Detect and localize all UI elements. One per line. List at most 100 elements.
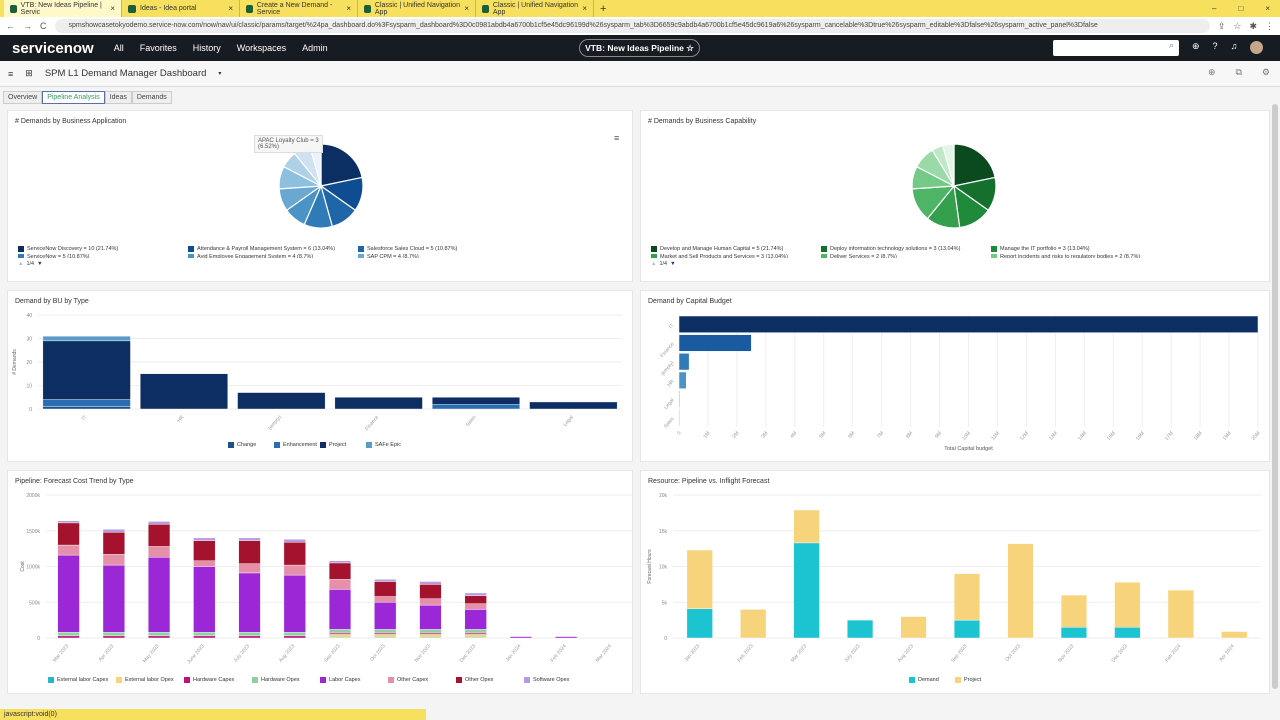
bar-segment[interactable] bbox=[374, 596, 397, 603]
bar-segment[interactable] bbox=[464, 609, 487, 630]
legend-item[interactable]: External labor Capex bbox=[48, 677, 108, 683]
bar-segment[interactable] bbox=[464, 592, 487, 597]
bar[interactable] bbox=[678, 409, 681, 427]
context-pill[interactable]: VTB: New Ideas Pipeline ☆ bbox=[579, 39, 700, 57]
bar[interactable] bbox=[678, 334, 752, 352]
legend-item[interactable]: Deploy information technology solutions … bbox=[821, 246, 960, 252]
bar-segment[interactable] bbox=[148, 521, 171, 525]
bar-segment[interactable] bbox=[57, 520, 80, 524]
bar-segment[interactable] bbox=[238, 572, 261, 633]
bar-segment[interactable] bbox=[374, 629, 397, 634]
pager-up-icon[interactable]: ▲ bbox=[651, 261, 657, 267]
nav-item-favorites[interactable]: Favorites bbox=[139, 43, 177, 53]
bar-segment[interactable] bbox=[793, 509, 820, 544]
bell-icon[interactable]: ♫ bbox=[1230, 41, 1238, 51]
grid-icon[interactable]: ⊞ bbox=[25, 68, 33, 78]
legend-item[interactable]: SAFe Epic bbox=[366, 442, 401, 448]
legend-item[interactable]: Deliver Services = 2 (8.7%) bbox=[821, 254, 897, 258]
close-tab-icon[interactable]: × bbox=[110, 4, 115, 13]
bar-segment[interactable] bbox=[237, 392, 326, 410]
legend-pager[interactable]: ▲ 1/4 ▼ bbox=[18, 261, 43, 267]
url-input[interactable]: spmshowcasetokyodemo.service-now.com/now… bbox=[54, 19, 1210, 33]
bar-segment[interactable] bbox=[464, 595, 487, 604]
legend-item[interactable]: Demand bbox=[909, 677, 939, 683]
tab-ideas[interactable]: Ideas bbox=[104, 91, 132, 104]
nav-item-all[interactable]: All bbox=[113, 43, 124, 53]
bar-segment[interactable] bbox=[328, 589, 352, 630]
bar-segment[interactable] bbox=[57, 554, 80, 633]
bar[interactable] bbox=[678, 390, 681, 408]
bar-segment[interactable] bbox=[283, 632, 306, 637]
bar-segment[interactable] bbox=[238, 635, 261, 639]
legend-item[interactable]: Change bbox=[228, 442, 256, 448]
tab-demands[interactable]: Demands bbox=[131, 91, 172, 104]
minimize-icon[interactable]: – bbox=[1212, 4, 1217, 13]
bar-segment[interactable] bbox=[328, 560, 352, 564]
bar-segment[interactable] bbox=[419, 629, 442, 634]
bar-segment[interactable] bbox=[419, 634, 442, 638]
bar-segment[interactable] bbox=[193, 560, 216, 567]
bar-segment[interactable] bbox=[148, 635, 171, 639]
bar-segment[interactable] bbox=[139, 373, 228, 410]
servicenow-logo[interactable]: servicenow bbox=[12, 39, 94, 57]
bar-segment[interactable] bbox=[238, 632, 261, 637]
page-scrollbar[interactable] bbox=[1272, 104, 1278, 689]
close-tab-icon[interactable]: × bbox=[582, 4, 587, 13]
bar-segment[interactable] bbox=[374, 632, 397, 635]
global-search-input[interactable]: ⌕ bbox=[1053, 40, 1179, 56]
bar[interactable] bbox=[678, 353, 690, 371]
browser-tab[interactable]: VTB: New Ideas Pipeline | Servic × bbox=[4, 0, 122, 17]
bar-segment[interactable] bbox=[464, 634, 487, 638]
bar-segment[interactable] bbox=[102, 635, 125, 639]
browser-tab[interactable]: Ideas - Idea portal × bbox=[122, 0, 240, 17]
bar-segment[interactable] bbox=[419, 584, 442, 599]
bar-segment[interactable] bbox=[148, 557, 171, 633]
bar-segment[interactable] bbox=[1007, 543, 1034, 639]
bar-segment[interactable] bbox=[374, 602, 397, 630]
bar-segment[interactable] bbox=[686, 549, 713, 609]
legend-item[interactable]: Attendance & Payroll Management System =… bbox=[188, 246, 335, 252]
bookmark-star-icon[interactable]: ☆ bbox=[1233, 20, 1242, 31]
legend-item[interactable]: Project bbox=[320, 442, 346, 448]
pie-slice[interactable] bbox=[320, 143, 363, 187]
bar-segment[interactable] bbox=[102, 564, 125, 633]
pie-slice[interactable] bbox=[941, 143, 955, 187]
bar[interactable] bbox=[678, 371, 687, 389]
legend-item[interactable]: Enhancement bbox=[274, 442, 317, 448]
legend-item[interactable]: Other Opex bbox=[456, 677, 493, 683]
bar-segment[interactable] bbox=[1114, 627, 1141, 639]
bar-segment[interactable] bbox=[193, 537, 216, 541]
bar-segment[interactable] bbox=[793, 542, 820, 639]
bar-segment[interactable] bbox=[529, 401, 618, 410]
legend-item[interactable]: Salesforce Sales Cloud = 5 (10.87%) bbox=[358, 246, 457, 252]
bar-segment[interactable] bbox=[42, 335, 131, 342]
bar-segment[interactable] bbox=[328, 634, 352, 638]
legend-item[interactable]: SAP CPM = 4 (8.7%) bbox=[358, 254, 419, 258]
share-out-icon[interactable]: ⧉ bbox=[1235, 67, 1242, 77]
close-tab-icon[interactable]: × bbox=[228, 4, 233, 13]
bar-segment[interactable] bbox=[419, 632, 442, 635]
legend-item[interactable]: Hardware Capex bbox=[184, 677, 234, 683]
legend-item[interactable]: Report incidents and risks to regulatory… bbox=[991, 254, 1140, 258]
bar-segment[interactable] bbox=[740, 609, 767, 639]
bar-segment[interactable] bbox=[148, 632, 171, 637]
bar-segment[interactable] bbox=[238, 563, 261, 574]
bar-segment[interactable] bbox=[334, 397, 423, 410]
bar-segment[interactable] bbox=[193, 566, 216, 633]
bar-segment[interactable] bbox=[283, 539, 306, 543]
browser-tab[interactable]: Create a New Demand - Service × bbox=[240, 0, 358, 17]
bar-segment[interactable] bbox=[374, 581, 397, 597]
bar-segment[interactable] bbox=[238, 540, 261, 564]
forward-icon[interactable]: → bbox=[23, 21, 32, 31]
bar-segment[interactable] bbox=[42, 340, 131, 400]
bar-segment[interactable] bbox=[900, 616, 927, 639]
bar-segment[interactable] bbox=[1060, 594, 1087, 628]
legend-item[interactable]: Avid Employee Engagement System = 4 (8.7… bbox=[188, 254, 313, 258]
bar-segment[interactable] bbox=[238, 537, 261, 541]
bar-segment[interactable] bbox=[328, 562, 352, 580]
close-window-icon[interactable]: × bbox=[1265, 4, 1270, 13]
browser-tab[interactable]: Classic | Unified Navigation App × bbox=[358, 0, 476, 17]
bar-segment[interactable] bbox=[102, 632, 125, 637]
add-icon[interactable]: ⊕ bbox=[1207, 67, 1216, 77]
bar-segment[interactable] bbox=[102, 529, 125, 533]
